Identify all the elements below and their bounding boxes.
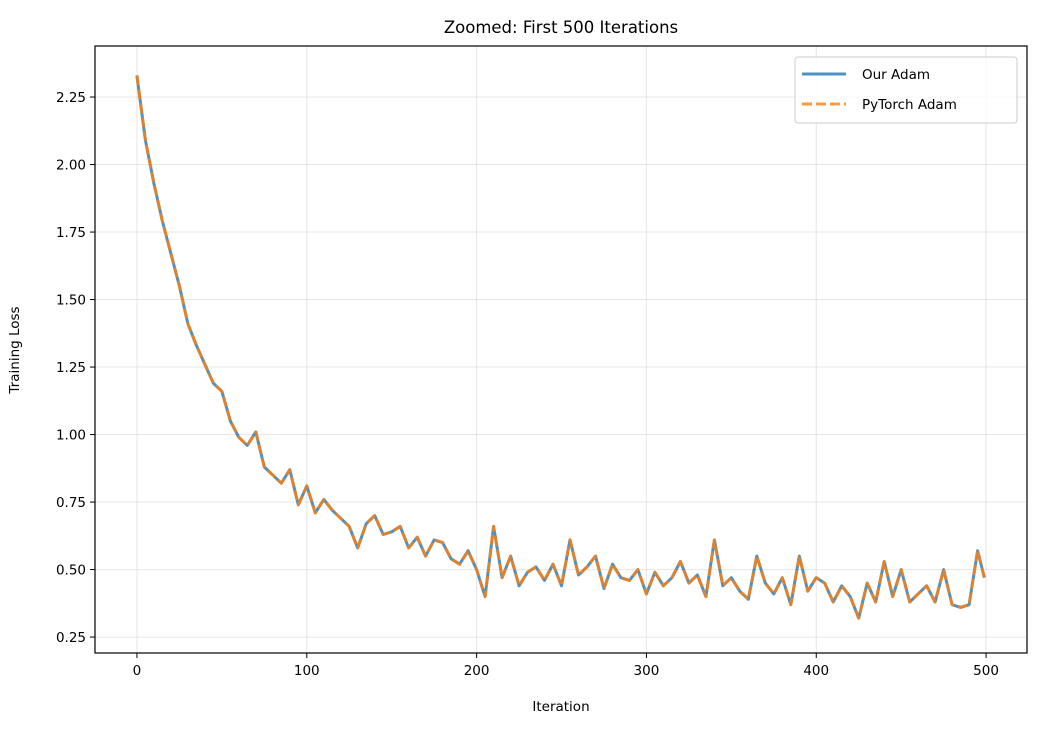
series-line-pytorch-adam — [135, 75, 986, 620]
y-tick-label: 0.25 — [56, 630, 86, 646]
x-tick-label: 300 — [634, 663, 660, 679]
series-line-our-adam — [135, 75, 986, 620]
x-axis-label: Iteration — [532, 699, 589, 715]
y-tick-label: 2.00 — [56, 158, 86, 174]
x-tick-label: 100 — [294, 663, 320, 679]
x-tick-label: 200 — [464, 663, 490, 679]
y-tick-label: 0.50 — [56, 563, 86, 579]
x-tick-label: 0 — [133, 663, 142, 679]
legend-label-pytorch-adam: PyTorch Adam — [862, 97, 957, 113]
y-axis-label: Training Loss — [7, 306, 23, 394]
y-tick-label: 1.75 — [56, 225, 86, 241]
legend-box — [794, 56, 1018, 124]
y-tick-label: 1.50 — [56, 293, 86, 309]
plot-frame — [94, 45, 1028, 654]
legend: Our Adam PyTorch Adam — [794, 56, 1018, 124]
y-tick-label: 2.25 — [56, 90, 86, 106]
chart-title: Zoomed: First 500 Iterations — [444, 18, 678, 37]
y-axis-ticks: 0.25 0.50 0.75 1.00 1.25 1.50 1.75 2.00 2.25 — [56, 90, 95, 646]
legend-label-our-adam: Our Adam — [862, 67, 930, 83]
series-lines — [135, 75, 986, 620]
y-tick-label: 1.00 — [56, 428, 86, 444]
y-tick-label: 0.75 — [56, 495, 86, 511]
y-tick-label: 1.25 — [56, 360, 86, 376]
x-tick-label: 500 — [973, 663, 999, 679]
x-axis-ticks: 0 100 200 300 400 500 — [133, 653, 999, 679]
x-tick-label: 400 — [803, 663, 829, 679]
grid — [95, 46, 1027, 653]
